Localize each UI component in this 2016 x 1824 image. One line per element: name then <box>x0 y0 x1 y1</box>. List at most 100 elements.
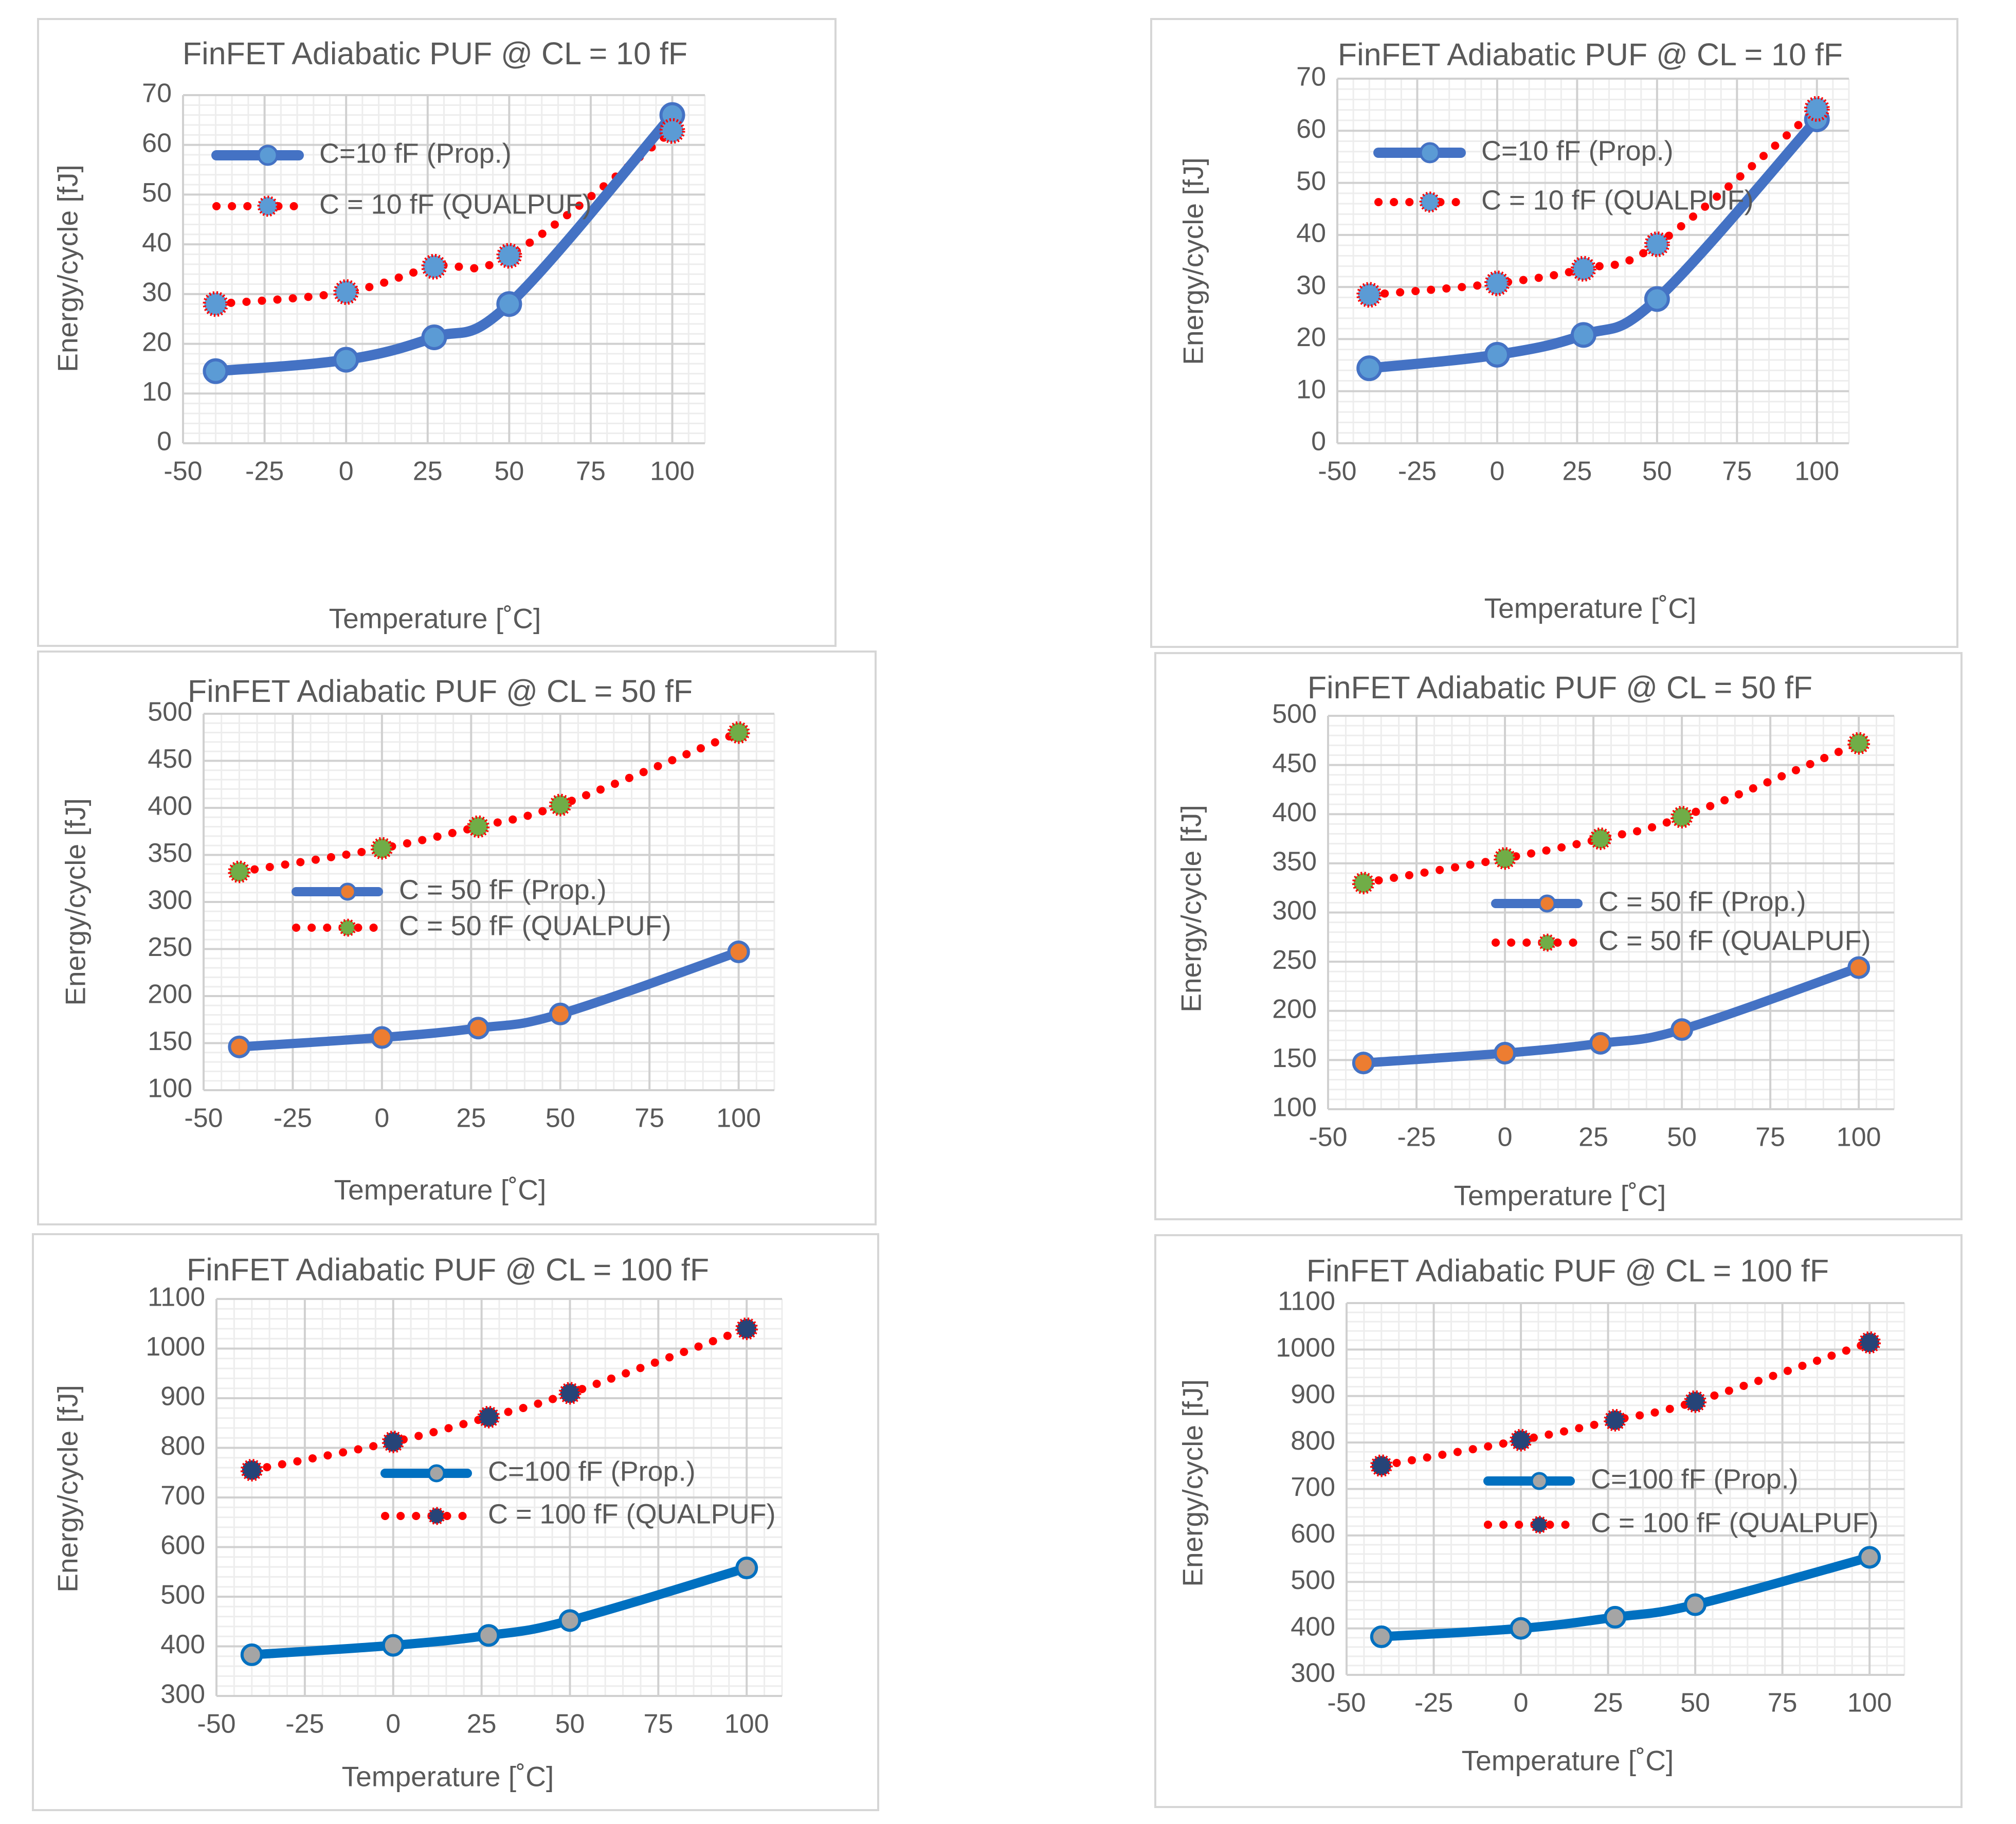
y-tick-label: 600 <box>160 1530 205 1560</box>
x-tick-label: 50 <box>494 457 524 486</box>
legend: C=100 fF (Prop.) C = 100 fF (QUALPUF) <box>1483 1464 1879 1538</box>
y-tick-label: 700 <box>1291 1472 1335 1502</box>
y-axis-label: Energy/cycle [fJ] <box>52 165 84 372</box>
y-tick-label: 300 <box>1272 896 1317 926</box>
legend: C=100 fF (Prop.) C = 100 fF (QUALPUF) <box>380 1456 776 1529</box>
y-tick-label: 500 <box>1272 699 1317 729</box>
data-point-prop <box>370 1026 393 1049</box>
legend-label-prop: C = 50 fF (Prop.) <box>399 874 607 905</box>
legend-label-prop: C=100 fF (Prop.) <box>488 1456 696 1487</box>
legend-marker-qualpuf <box>257 195 279 217</box>
x-tick-label: 25 <box>1593 1688 1623 1718</box>
data-point-qualpuf <box>333 279 359 305</box>
grid <box>1336 78 1850 444</box>
x-tick-label: 0 <box>386 1709 401 1739</box>
data-point-qualpuf <box>240 1458 263 1482</box>
legend-label-qualpuf: C = 50 fF (QUALPUF) <box>1599 925 1871 956</box>
data-point-prop <box>1670 1018 1694 1041</box>
x-tick-label: 75 <box>576 457 606 486</box>
chart-panel-5: FinFET Adiabatic PUF @ CL = 100 fF Temper… <box>32 1233 879 1811</box>
y-tick-label: 600 <box>1291 1519 1335 1549</box>
grid <box>1346 1302 1905 1676</box>
x-axis-label: Temperature [˚C] <box>334 1174 547 1206</box>
y-tick-label: 800 <box>1291 1426 1335 1456</box>
y-tick-label: 700 <box>160 1481 205 1511</box>
y-tick-label: 30 <box>1296 270 1326 300</box>
y-tick-label: 200 <box>148 980 192 1009</box>
y-tick-label: 0 <box>157 427 172 457</box>
series-line-prop <box>210 110 678 376</box>
data-point-qualpuf <box>370 837 393 860</box>
data-point-prop <box>558 1609 582 1632</box>
y-tick-label: 70 <box>1296 62 1326 92</box>
y-tick-label: 40 <box>1296 219 1326 248</box>
y-tick-label: 450 <box>148 744 192 774</box>
y-tick-label: 400 <box>1291 1612 1335 1641</box>
y-tick-label: 0 <box>1311 427 1326 457</box>
y-tick-label: 1100 <box>148 1283 205 1312</box>
legend-label-qualpuf: C = 10 fF (QUALPUF) <box>319 189 592 220</box>
data-point-qualpuf <box>1670 805 1694 828</box>
data-point-prop <box>1370 1625 1393 1648</box>
chart-title: FinFET Adiabatic PUF @ CL = 10 fF <box>1338 37 1843 72</box>
series-line-qualpuf <box>247 1324 751 1474</box>
data-point-qualpuf <box>1589 827 1612 851</box>
x-tick-label: 25 <box>456 1104 486 1133</box>
legend: C = 50 fF (Prop.) C = 50 fF (QUALPUF) <box>292 874 671 941</box>
legend-label-qualpuf: C = 50 fF (QUALPUF) <box>399 910 671 941</box>
data-point-qualpuf <box>203 291 229 317</box>
data-point-qualpuf <box>1847 732 1870 755</box>
legend-marker-qualpuf <box>427 1507 446 1525</box>
data-point-prop <box>1847 956 1870 979</box>
data-point-prop <box>1858 1546 1881 1569</box>
y-tick-label: 900 <box>160 1382 205 1412</box>
legend: C=10 fF (Prop.) C = 10 fF (QUALPUF) <box>1373 135 1754 215</box>
legend-label-qualpuf: C = 100 fF (QUALPUF) <box>1591 1507 1879 1538</box>
data-point-prop <box>496 291 522 317</box>
data-point-prop <box>421 324 447 350</box>
data-point-qualpuf <box>1510 1429 1533 1452</box>
chart-4: FinFET Adiabatic PUF @ CL = 50 fF Tempera… <box>1175 670 1895 1212</box>
legend-label-qualpuf: C = 100 fF (QUALPUF) <box>488 1498 776 1529</box>
x-tick-label: 75 <box>634 1104 664 1133</box>
data-point-qualpuf <box>1644 231 1670 258</box>
legend-label-prop: C=100 fF (Prop.) <box>1591 1464 1799 1494</box>
chart-title: FinFET Adiabatic PUF @ CL = 10 fF <box>183 36 687 71</box>
y-tick-label: 1100 <box>1278 1287 1335 1316</box>
x-tick-label: 50 <box>1680 1688 1710 1718</box>
x-axis-label: Temperature [˚C] <box>1454 1180 1666 1212</box>
x-tick-label: 50 <box>1667 1123 1697 1152</box>
grid <box>1327 715 1895 1110</box>
y-tick-label: 500 <box>148 697 192 727</box>
data-point-prop <box>382 1634 405 1657</box>
x-tick-label: 100 <box>716 1104 761 1133</box>
chart-title: FinFET Adiabatic PUF @ CL = 100 fF <box>187 1252 709 1287</box>
y-tick-label: 60 <box>1296 114 1326 144</box>
legend-label-prop: C=10 fF (Prop.) <box>319 138 512 169</box>
legend-marker-prop <box>257 145 279 166</box>
chart-panel-3: FinFET Adiabatic PUF @ CL = 50 fF Tempera… <box>37 651 877 1225</box>
data-point-qualpuf <box>735 1317 758 1340</box>
y-tick-label: 400 <box>160 1630 205 1659</box>
x-axis-label: Temperature [˚C] <box>1462 1745 1674 1777</box>
data-point-prop <box>467 1017 490 1040</box>
legend-marker-qualpuf <box>338 918 357 937</box>
data-point-qualpuf <box>1804 96 1830 122</box>
data-point-qualpuf <box>1684 1390 1707 1413</box>
legend-label-qualpuf: C = 10 fF (QUALPUF) <box>1481 185 1754 215</box>
data-point-prop <box>549 1002 572 1025</box>
chart-6: FinFET Adiabatic PUF @ CL = 100 fF Temper… <box>1177 1253 1905 1777</box>
data-point-qualpuf <box>558 1382 582 1405</box>
x-axis-label: Temperature [˚C] <box>329 603 541 635</box>
x-tick-label: 75 <box>1768 1688 1797 1718</box>
y-axis-label: Energy/cycle [fJ] <box>1177 1379 1209 1586</box>
x-tick-label: 25 <box>467 1709 497 1739</box>
data-point-qualpuf <box>477 1405 500 1429</box>
x-tick-label: 100 <box>1847 1688 1892 1718</box>
y-tick-label: 50 <box>1296 166 1326 196</box>
x-tick-label: -25 <box>285 1709 324 1739</box>
chart-panel-6: FinFET Adiabatic PUF @ CL = 100 fF Temper… <box>1154 1234 1963 1808</box>
chart-panel-4: FinFET Adiabatic PUF @ CL = 50 fF Tempera… <box>1154 652 1963 1220</box>
data-point-prop <box>203 358 229 384</box>
y-tick-label: 250 <box>148 932 192 962</box>
